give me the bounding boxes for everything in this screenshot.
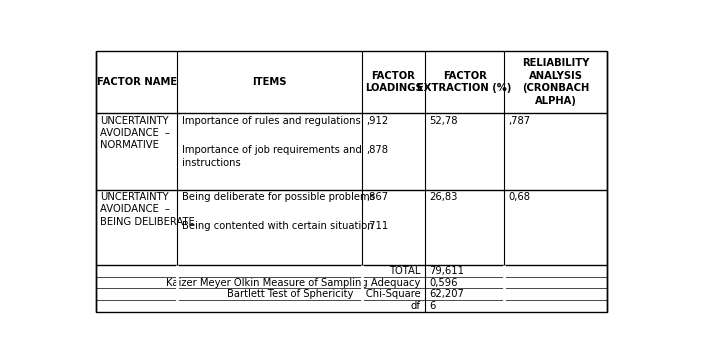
Text: FACTOR
LOADINGS: FACTOR LOADINGS <box>365 71 423 93</box>
Text: 79,611: 79,611 <box>430 266 465 276</box>
Text: FACTOR NAME: FACTOR NAME <box>97 77 177 87</box>
Text: ,867: ,867 <box>366 192 388 202</box>
Text: 0,68: 0,68 <box>508 192 531 202</box>
Text: Kaizer Meyer Olkin Measure of Sampling Adequacy: Kaizer Meyer Olkin Measure of Sampling A… <box>166 278 421 287</box>
Text: FACTOR
EXTRACTION (%): FACTOR EXTRACTION (%) <box>418 71 512 93</box>
Text: UNCERTAINTY
AVOIDANCE  –
BEING DELIBERATE: UNCERTAINTY AVOIDANCE – BEING DELIBERATE <box>100 192 195 227</box>
Text: 6: 6 <box>430 301 436 312</box>
Text: 0,596: 0,596 <box>430 278 458 287</box>
Text: ,878: ,878 <box>366 145 388 155</box>
Text: Being contented with certain situation: Being contented with certain situation <box>182 221 374 231</box>
Text: ITEMS: ITEMS <box>252 77 287 87</box>
Text: UNCERTAINTY
AVOIDANCE  –
NORMATIVE: UNCERTAINTY AVOIDANCE – NORMATIVE <box>100 115 170 150</box>
Text: 52,78: 52,78 <box>430 115 458 126</box>
Text: ,912: ,912 <box>366 115 388 126</box>
Text: TOTAL: TOTAL <box>390 266 421 276</box>
Text: 62,207: 62,207 <box>430 290 464 299</box>
Text: Importance of rules and regulations: Importance of rules and regulations <box>182 115 360 126</box>
Text: df: df <box>411 301 421 312</box>
Text: Bartlett Test of Sphericity    Chi-Square: Bartlett Test of Sphericity Chi-Square <box>227 290 421 299</box>
Text: ,787: ,787 <box>508 115 531 126</box>
Text: ,711: ,711 <box>366 221 388 231</box>
Text: RELIABILITY
ANALYSIS
(CRONBACH
ALPHA): RELIABILITY ANALYSIS (CRONBACH ALPHA) <box>522 58 590 105</box>
Text: 26,83: 26,83 <box>430 192 458 202</box>
Text: Being deliberate for possible problems: Being deliberate for possible problems <box>182 192 374 202</box>
Text: Importance of job requirements and
instructions: Importance of job requirements and instr… <box>182 145 362 168</box>
